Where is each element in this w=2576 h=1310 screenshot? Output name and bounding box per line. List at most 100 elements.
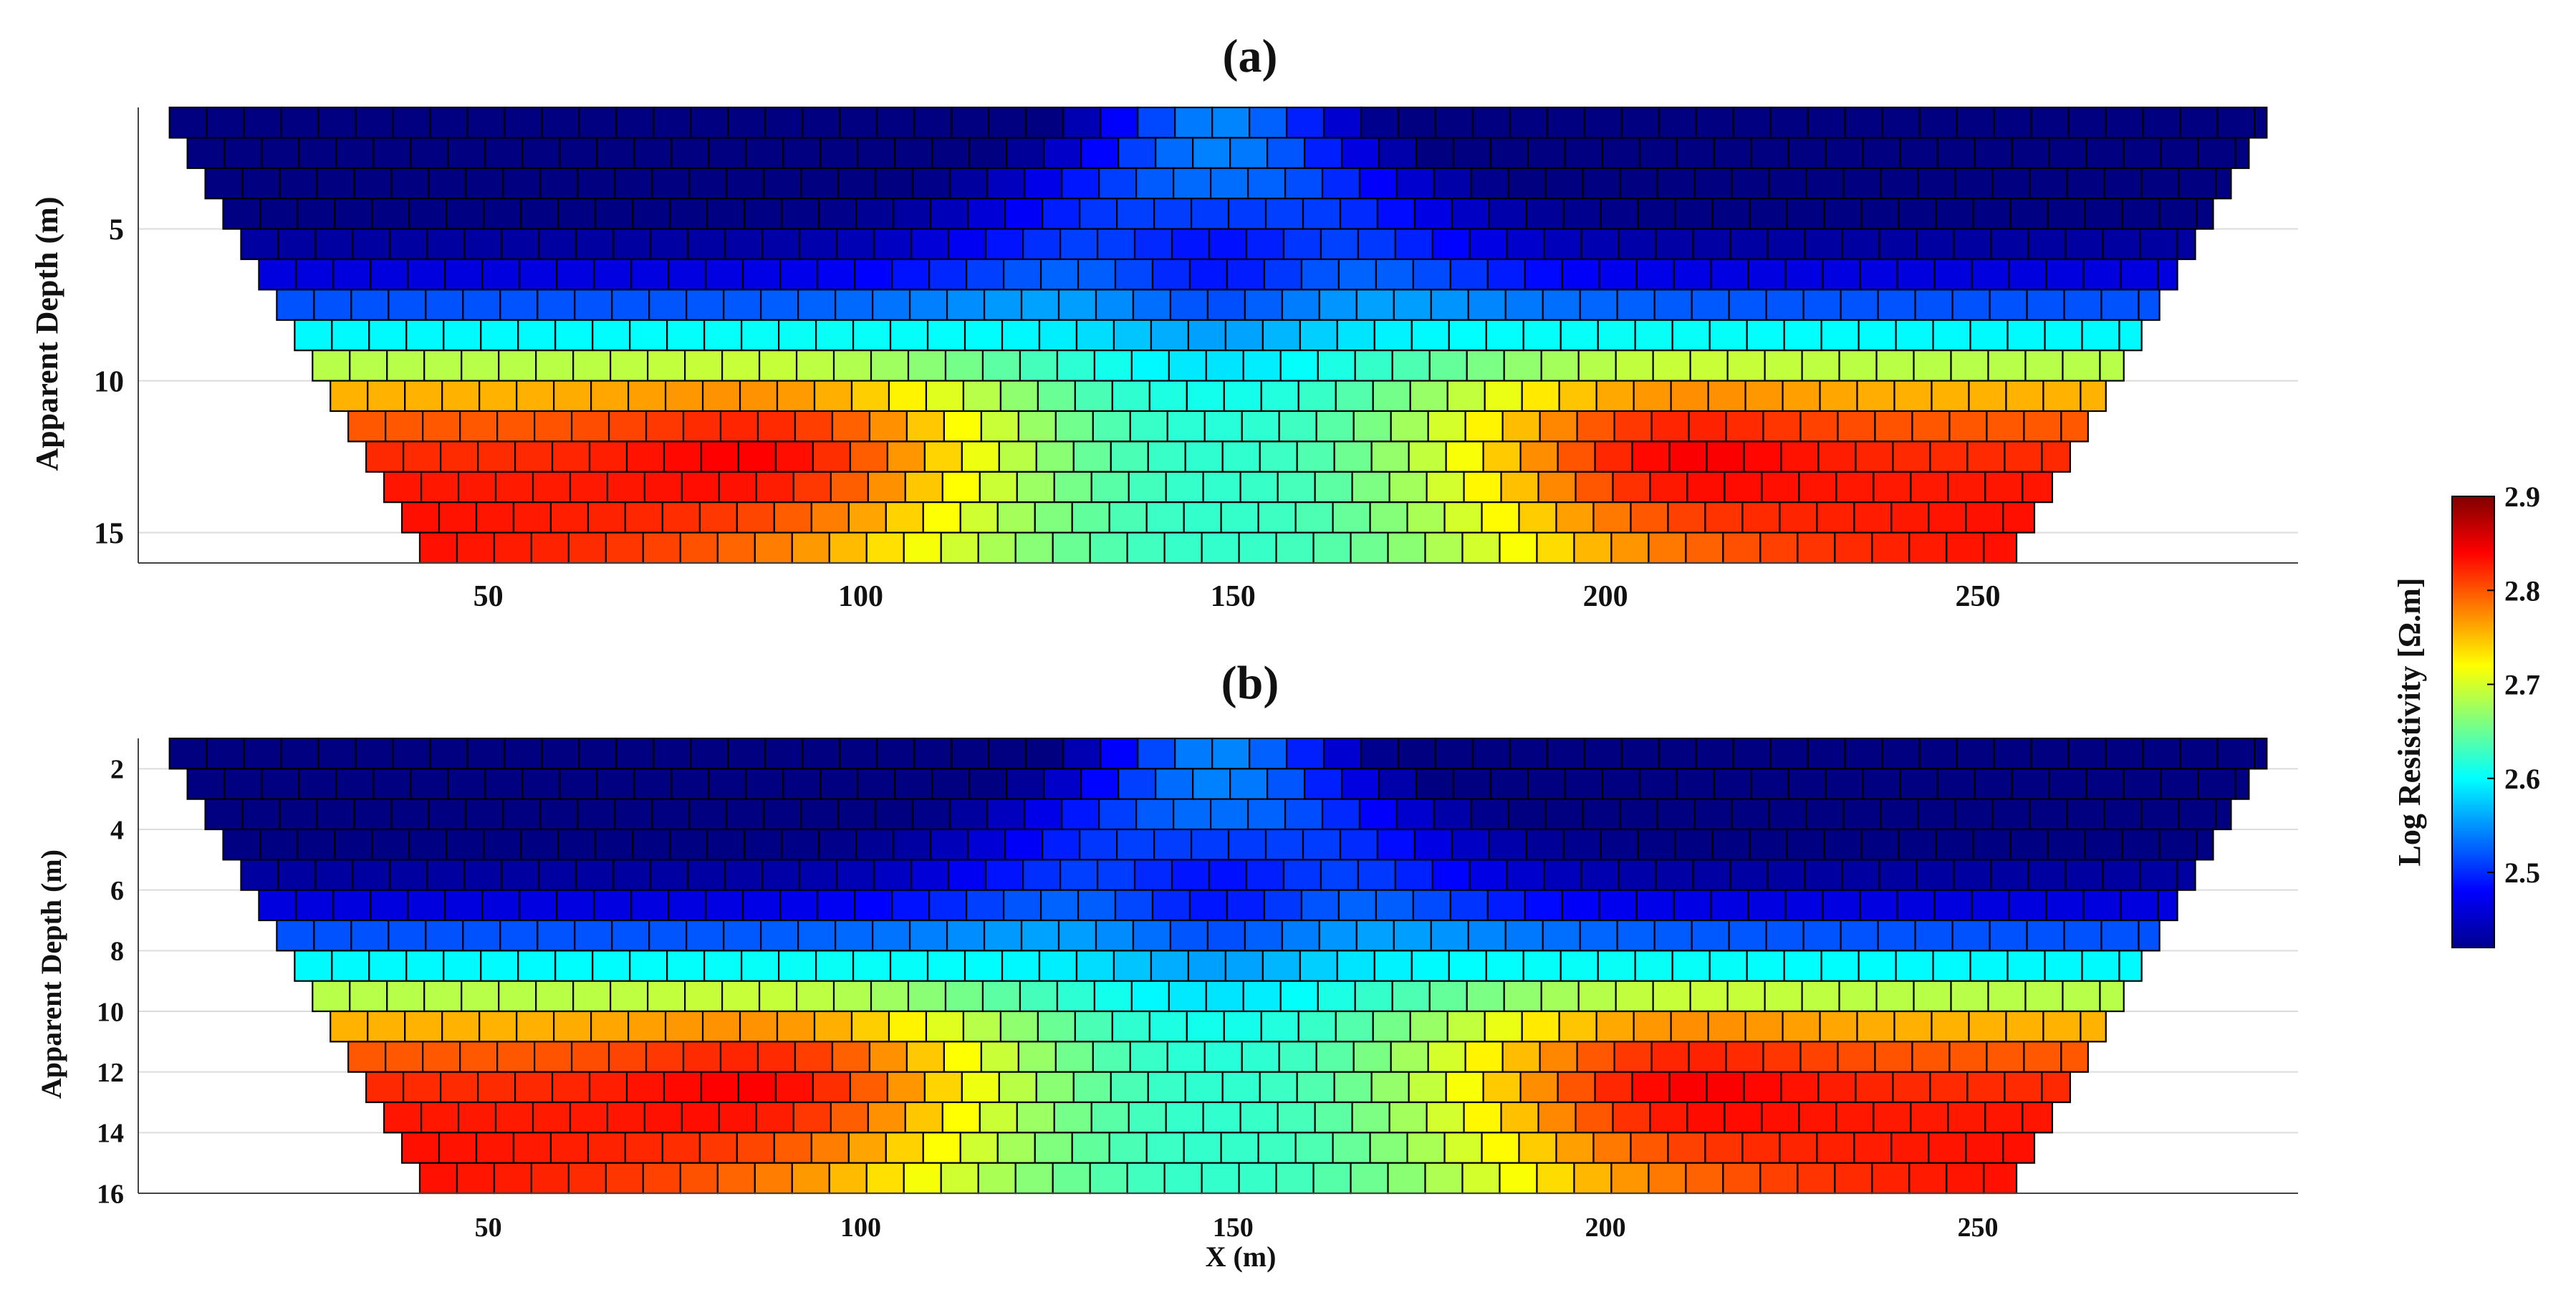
heatmap-cell bbox=[570, 1041, 610, 1073]
heatmap-cell bbox=[1619, 798, 1658, 831]
heatmap-cell bbox=[831, 410, 871, 443]
heatmap-cell bbox=[1499, 1162, 1538, 1195]
heatmap-cell bbox=[791, 1162, 830, 1195]
heatmap-cell bbox=[1615, 350, 1654, 382]
heatmap-cell bbox=[1503, 350, 1542, 382]
heatmap-cell bbox=[1323, 106, 1363, 139]
heatmap-cell bbox=[1518, 1132, 1557, 1164]
heatmap-cell bbox=[441, 380, 481, 413]
heatmap-cell bbox=[1840, 289, 1879, 321]
heatmap-cell bbox=[1210, 798, 1249, 831]
heatmap-cell bbox=[903, 531, 942, 564]
heatmap-cell bbox=[1187, 950, 1226, 982]
heatmap-cell bbox=[1670, 1010, 1709, 1043]
heatmap-cell bbox=[1653, 289, 1693, 321]
heatmap-cell bbox=[941, 1101, 981, 1134]
heatmap-cell bbox=[1784, 258, 1824, 291]
heatmap-cell bbox=[294, 950, 333, 982]
heatmap-cell bbox=[1731, 798, 1770, 831]
heatmap-cell bbox=[2081, 319, 2120, 352]
heatmap-cell bbox=[502, 798, 542, 831]
heatmap-cell bbox=[1559, 319, 1599, 352]
heatmap-cell bbox=[1296, 440, 1335, 473]
heatmap-cell bbox=[873, 228, 913, 261]
heatmap-cell bbox=[572, 980, 612, 1013]
panel-a-y-axis-label: Apparent Depth (m) bbox=[29, 197, 64, 471]
heatmap-cell bbox=[1722, 531, 1762, 564]
heatmap-cell bbox=[1856, 1010, 1895, 1043]
heatmap-cell bbox=[1174, 737, 1213, 770]
heatmap-cell bbox=[1954, 798, 1994, 831]
heatmap-cell bbox=[1893, 380, 1933, 413]
heatmap-cell bbox=[1096, 859, 1136, 891]
heatmap-cell bbox=[1137, 106, 1176, 139]
heatmap-cell bbox=[1315, 410, 1355, 443]
heatmap-cell bbox=[420, 1101, 460, 1134]
heatmap-cell bbox=[1014, 531, 1054, 564]
heatmap-cell bbox=[1968, 380, 2007, 413]
heatmap-cell bbox=[1506, 228, 1545, 261]
heatmap-cell bbox=[1546, 737, 1586, 770]
heatmap-cell bbox=[629, 319, 668, 352]
heatmap-cell bbox=[422, 410, 461, 443]
heatmap-cell bbox=[1728, 919, 1767, 952]
heatmap-cell bbox=[1355, 919, 1395, 952]
heatmap-cell bbox=[522, 137, 561, 169]
heatmap-cell bbox=[1284, 798, 1324, 831]
heatmap-cell bbox=[682, 410, 722, 443]
heatmap-cell bbox=[1914, 919, 1953, 952]
heatmap-cell bbox=[1286, 737, 1325, 770]
heatmap-cell bbox=[1080, 137, 1120, 169]
heatmap-cell bbox=[541, 106, 580, 139]
panel-b-title: (b) bbox=[1221, 657, 1279, 709]
heatmap-cell bbox=[716, 531, 756, 564]
heatmap-cell bbox=[1372, 380, 1411, 413]
heatmap-cell bbox=[1239, 471, 1279, 504]
heatmap-cell bbox=[390, 798, 430, 831]
heatmap-cell bbox=[1223, 380, 1262, 413]
heatmap-cell bbox=[1561, 889, 1600, 922]
heatmap-cell bbox=[1658, 106, 1698, 139]
heatmap-cell bbox=[682, 1041, 722, 1073]
heatmap-cell bbox=[977, 531, 1017, 564]
heatmap-cell bbox=[830, 471, 869, 504]
heatmap-cell bbox=[1580, 228, 1620, 261]
heatmap-cell bbox=[2123, 768, 2162, 800]
heatmap-cell bbox=[850, 1010, 890, 1043]
heatmap-cell bbox=[1633, 1010, 1672, 1043]
colorbar: 2.52.62.72.82.9 Log Resistivity [Ω.m] bbox=[2392, 481, 2540, 948]
heatmap-cell bbox=[1729, 228, 1769, 261]
heatmap-cell bbox=[553, 380, 592, 413]
heatmap-cell bbox=[999, 380, 1039, 413]
heatmap-cell bbox=[532, 471, 572, 504]
heatmap-cell bbox=[504, 106, 543, 139]
heatmap-cell bbox=[885, 1132, 924, 1164]
heatmap-cell bbox=[2120, 258, 2159, 291]
heatmap-cell bbox=[723, 919, 762, 952]
heatmap-cell bbox=[1481, 501, 1520, 534]
heatmap-cell bbox=[1787, 137, 1827, 169]
heatmap-cell bbox=[365, 1071, 405, 1104]
heatmap-cell bbox=[1652, 350, 1691, 382]
heatmap-cell bbox=[428, 167, 467, 200]
heatmap-cell bbox=[297, 828, 336, 861]
heatmap-cell bbox=[1488, 198, 1528, 230]
heatmap-cell bbox=[996, 1132, 1036, 1164]
heatmap-cell bbox=[1486, 258, 1526, 291]
heatmap-cell bbox=[1877, 919, 1916, 952]
heatmap-cell bbox=[1092, 410, 1131, 443]
heatmap-cell bbox=[559, 768, 598, 800]
heatmap-cell bbox=[2215, 798, 2232, 831]
heatmap-cell bbox=[530, 1162, 570, 1195]
heatmap-cell bbox=[928, 258, 968, 291]
heatmap-cell bbox=[1798, 1101, 1837, 1134]
heatmap-cell bbox=[1650, 410, 1690, 443]
heatmap-cell bbox=[645, 410, 685, 443]
heatmap-cell bbox=[681, 471, 721, 504]
heatmap-cell bbox=[876, 106, 915, 139]
heatmap-cell bbox=[1896, 258, 1936, 291]
heatmap-cell bbox=[1862, 137, 1901, 169]
heatmap-cell bbox=[625, 440, 665, 473]
heatmap-cell bbox=[533, 1041, 573, 1073]
heatmap-cell bbox=[1114, 258, 1154, 291]
